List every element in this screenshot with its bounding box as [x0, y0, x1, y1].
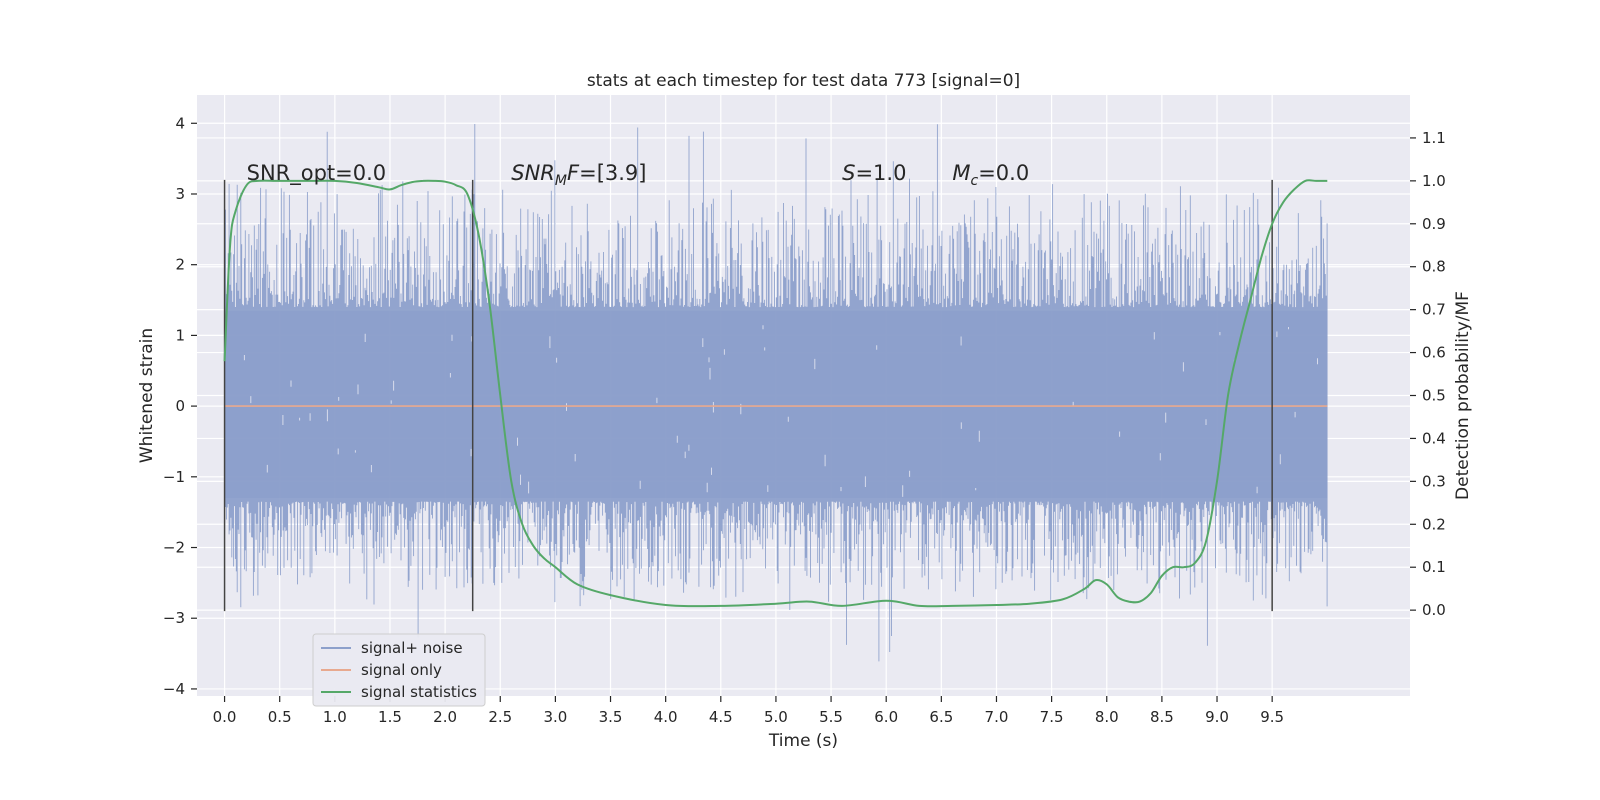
x-tick-label: 4.5	[709, 708, 733, 726]
x-tick-label: 1.0	[323, 708, 347, 726]
annotations: SNR_opt=0.0 SNRMF=[3.9] S=1.0 Mc=0.0	[247, 161, 1030, 189]
left-y-tick-label: 4	[175, 114, 185, 132]
left-y-axis-label: Whitened strain	[137, 328, 157, 463]
right-y-tick-label: 0.8	[1422, 258, 1446, 276]
right-y-tick-label: 0.9	[1422, 215, 1446, 233]
x-axis-ticks: 0.0 0.5 1.0 1.5 2.0 2.5 3.0 3.5 4.0 4.5 5.0 5.5 6.0 6…	[213, 696, 1284, 726]
legend-entry: signal statistics	[361, 683, 477, 701]
left-y-axis-ticks: 4 3 2 1 0 −1 −2 −3 −4	[163, 114, 197, 698]
x-tick-label: 5.5	[819, 708, 843, 726]
right-y-tick-label: 0.5	[1422, 387, 1446, 405]
x-tick-label: 2.5	[488, 708, 512, 726]
legend-box	[312, 633, 486, 707]
x-axis-label: Time (s)	[768, 731, 838, 751]
x-tick-label: 7.5	[1040, 708, 1064, 726]
left-y-tick-label: −2	[163, 539, 185, 557]
x-tick-label: 6.0	[874, 708, 898, 726]
left-y-tick-label: 0	[175, 397, 185, 415]
right-y-axis-ticks: 1.1 1.0 0.9 0.8 0.7 0.6 0.5 0.4 0.3 0.2 0.1 0.0	[1410, 129, 1446, 619]
legend-entry: signal only	[361, 661, 442, 679]
x-tick-label: 0.5	[268, 708, 292, 726]
annotation-0: SNR_opt=0.0	[247, 161, 387, 186]
x-tick-label: 2.0	[433, 708, 457, 726]
right-y-tick-label: 0.3	[1422, 472, 1446, 490]
right-y-tick-label: 0.2	[1422, 515, 1446, 533]
x-tick-label: 8.5	[1150, 708, 1174, 726]
x-tick-label: 7.0	[985, 708, 1009, 726]
legend-entry: signal+ noise	[361, 639, 463, 657]
left-y-tick-label: 2	[175, 256, 185, 274]
right-y-tick-label: 1.0	[1422, 172, 1446, 190]
right-y-tick-label: 0.7	[1422, 301, 1446, 319]
left-y-tick-label: 3	[175, 185, 185, 203]
right-y-tick-label: 0.4	[1422, 429, 1446, 447]
x-tick-label: 5.0	[764, 708, 788, 726]
x-tick-label: 3.5	[599, 708, 623, 726]
left-y-tick-label: −1	[163, 468, 185, 486]
right-y-axis-label: Detection probability/MF	[1453, 291, 1473, 500]
chart-title: stats at each timestep for test data 773…	[587, 71, 1020, 91]
noise-gaps	[243, 325, 1318, 497]
right-y-tick-label: 0.0	[1422, 601, 1446, 619]
right-y-tick-label: 0.1	[1422, 558, 1446, 576]
left-y-tick-label: −3	[163, 609, 185, 627]
signal-statistics-line	[223, 179, 1328, 608]
annotation-1: SNRMF=[3.9]	[511, 161, 646, 189]
x-tick-label: 9.0	[1205, 708, 1229, 726]
series-signal-statistics	[223, 179, 1328, 608]
right-y-tick-label: 1.1	[1422, 129, 1446, 147]
x-tick-label: 4.0	[654, 708, 678, 726]
annotation-3: Mc=0.0	[952, 161, 1029, 189]
left-y-tick-label: −4	[163, 680, 185, 698]
x-tick-label: 3.0	[543, 708, 567, 726]
legend: signal+ noise signal only signal statistic…	[312, 633, 486, 707]
series-signal-noise	[224, 124, 1328, 662]
x-tick-label: 0.0	[213, 708, 237, 726]
x-tick-label: 9.5	[1260, 708, 1284, 726]
x-tick-label: 1.5	[378, 708, 402, 726]
vertical-markers	[223, 179, 1273, 612]
right-y-tick-label: 0.6	[1422, 344, 1446, 362]
x-tick-label: 8.0	[1095, 708, 1119, 726]
x-tick-label: 6.5	[929, 708, 953, 726]
annotation-2: S=1.0	[842, 161, 906, 185]
left-y-tick-label: 1	[175, 326, 185, 344]
